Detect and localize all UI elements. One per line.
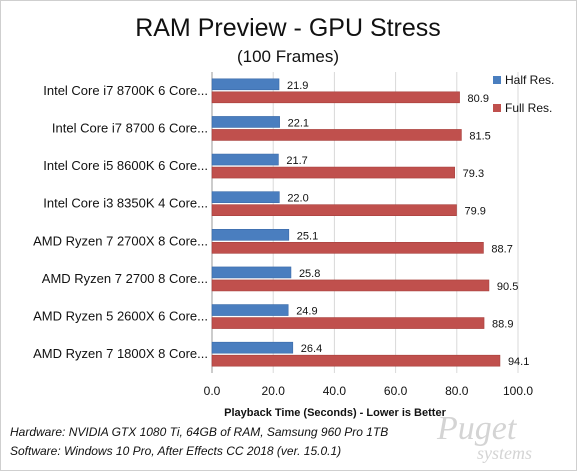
data-label-half-res: 22.0 bbox=[287, 193, 308, 205]
x-tick-label: 20.0 bbox=[262, 384, 286, 398]
data-label-half-res: 21.9 bbox=[287, 80, 308, 92]
data-label-full-res: 88.7 bbox=[491, 243, 512, 255]
bar-half-res bbox=[211, 341, 294, 354]
data-label-half-res: 25.8 bbox=[299, 268, 320, 280]
chart-title: RAM Preview - GPU Stress bbox=[135, 14, 441, 42]
x-tick-label: 40.0 bbox=[323, 384, 347, 398]
legend: Half Res. Full Res. bbox=[493, 73, 554, 115]
x-tick-label: 80.0 bbox=[445, 384, 469, 398]
category-label: Intel Core i5 8600K 6 Core... bbox=[43, 158, 208, 173]
category-label: AMD Ryzen 7 1800X 8 Core... bbox=[33, 346, 208, 361]
bar-full-res bbox=[211, 166, 455, 179]
bar-full-res bbox=[211, 242, 484, 254]
bar-full-res bbox=[211, 204, 457, 216]
data-label-half-res: 25.1 bbox=[297, 230, 318, 242]
category-label: AMD Ryzen 7 2700X 8 Core... bbox=[33, 233, 208, 248]
bar-full-res bbox=[211, 129, 462, 141]
bars-group: 21.9 80.9 22.1 81.5 21.7 79.3 22.0 79.9 25.1 88.7… bbox=[211, 78, 529, 368]
chart-subtitle: (100 Frames) bbox=[237, 47, 339, 66]
bar-half-res bbox=[211, 116, 280, 128]
bar-full-res bbox=[211, 317, 485, 329]
bar-half-res bbox=[211, 153, 279, 166]
category-label: AMD Ryzen 5 2600X 6 Core... bbox=[33, 309, 208, 324]
data-label-half-res: 24.9 bbox=[296, 306, 317, 318]
legend-swatch bbox=[493, 104, 501, 112]
category-labels: Intel Core i7 8700K 6 Core... Intel Core … bbox=[33, 83, 208, 361]
bar-half-res bbox=[211, 304, 289, 316]
data-label-full-res: 94.1 bbox=[508, 356, 529, 368]
data-label-full-res: 90.5 bbox=[497, 281, 518, 293]
x-tick-label: 100.0 bbox=[503, 384, 533, 398]
x-tick-labels: 0.0 20.0 40.0 60.0 80.0 100.0 bbox=[204, 384, 534, 398]
footer-software: Software: Windows 10 Pro, After Effects … bbox=[10, 444, 342, 458]
bar-full-res bbox=[211, 91, 460, 104]
bar-full-res bbox=[211, 279, 490, 292]
logo-text-puget: Puget bbox=[436, 410, 518, 447]
footer-hardware: Hardware: NVIDIA GTX 1080 Ti, 64GB of RA… bbox=[10, 425, 389, 439]
data-label-full-res: 79.9 bbox=[464, 206, 485, 218]
x-tick-label: 0.0 bbox=[204, 384, 221, 398]
bar-full-res bbox=[211, 354, 501, 367]
category-label: Intel Core i7 8700 6 Core... bbox=[52, 120, 208, 135]
x-tick-label: 60.0 bbox=[384, 384, 408, 398]
data-label-full-res: 88.9 bbox=[492, 319, 513, 331]
bar-half-res bbox=[211, 191, 280, 203]
legend-swatch bbox=[493, 76, 501, 84]
legend-label: Half Res. bbox=[505, 73, 554, 87]
logo-text-systems: systems bbox=[477, 443, 532, 463]
category-label: Intel Core i7 8700K 6 Core... bbox=[43, 83, 208, 98]
data-label-full-res: 79.3 bbox=[463, 168, 484, 180]
data-label-full-res: 81.5 bbox=[469, 130, 490, 142]
bar-half-res bbox=[211, 78, 280, 91]
x-axis-label: Playback Time (Seconds) - Lower is Bette… bbox=[224, 407, 446, 419]
puget-systems-logo: Puget systems bbox=[436, 410, 532, 463]
data-label-half-res: 21.7 bbox=[286, 155, 307, 167]
data-label-half-res: 26.4 bbox=[301, 343, 322, 355]
bar-half-res bbox=[211, 229, 290, 241]
data-label-full-res: 80.9 bbox=[468, 93, 489, 105]
category-label: Intel Core i3 8350K 4 Core... bbox=[43, 196, 208, 211]
legend-label: Full Res. bbox=[505, 101, 552, 115]
category-label: AMD Ryzen 7 2700 8 Core... bbox=[42, 271, 208, 286]
bar-half-res bbox=[211, 266, 292, 279]
data-label-half-res: 22.1 bbox=[288, 117, 309, 129]
